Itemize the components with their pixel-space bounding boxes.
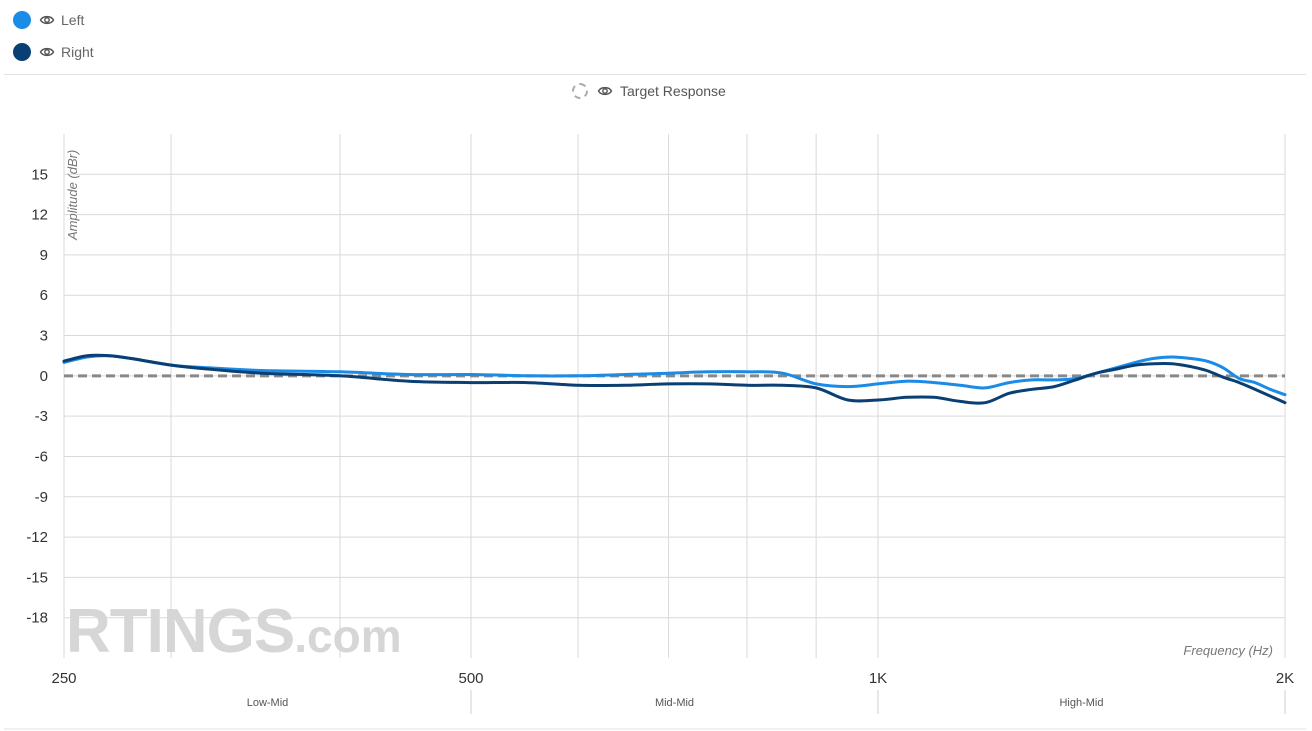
rtings-watermark: RTINGS.com: [66, 597, 402, 666]
y-tick-label: 0: [40, 368, 48, 385]
watermark-brand: RTINGS: [66, 597, 294, 666]
y-axis-title: Amplitude (dBr): [65, 150, 80, 241]
y-tick-label: 12: [31, 207, 48, 224]
band-label: Mid-Mid: [655, 697, 694, 709]
right-series-color-dot: [13, 43, 31, 61]
legend-item-target-response[interactable]: Target Response: [572, 80, 726, 102]
watermark-suffix: .com: [294, 610, 401, 662]
y-tick-label: 3: [40, 328, 48, 345]
series-line-left: [62, 354, 1287, 397]
band-label: Low-Mid: [247, 697, 289, 709]
x-tick-label: 1K: [869, 670, 887, 687]
legend-label-left: Left: [61, 12, 85, 28]
y-tick-label: -18: [26, 610, 48, 627]
band-label: High-Mid: [1059, 697, 1103, 709]
legend-item-right[interactable]: Right: [13, 41, 94, 63]
eye-icon[interactable]: [39, 44, 55, 60]
eye-icon[interactable]: [597, 83, 613, 99]
y-tick-label: 9: [40, 247, 48, 264]
target-response-marker-icon: [572, 83, 588, 99]
series-line-right: [62, 353, 1287, 405]
y-tick-label: -9: [35, 489, 48, 506]
x-tick-label: 2K: [1276, 670, 1294, 687]
x-axis-title: Frequency (Hz): [1183, 643, 1273, 658]
y-tick-label: -6: [35, 448, 48, 465]
y-tick-label: -3: [35, 408, 48, 425]
legend-label-target-response: Target Response: [620, 83, 726, 99]
chart-grid: [63, 134, 1286, 658]
chart-series: [62, 353, 1287, 405]
x-tick-label: 250: [51, 670, 76, 687]
frequency-bands: Low-Mid Mid-Mid High-Mid: [247, 690, 1286, 714]
x-tick-label: 500: [458, 670, 483, 687]
y-tick-label: -15: [26, 569, 48, 586]
chart-ticks: 15 12 9 6 3 0 -3 -6 -9 -12 -15 -18 250 500 1K 2K: [26, 166, 1294, 687]
eye-icon[interactable]: [39, 12, 55, 28]
legend-divider: [4, 74, 1306, 75]
y-tick-label: 6: [40, 287, 48, 304]
legend-label-right: Right: [61, 44, 94, 60]
y-tick-label: 15: [31, 166, 48, 183]
y-tick-label: -12: [26, 529, 48, 546]
left-series-color-dot: [13, 11, 31, 29]
legend-item-left[interactable]: Left: [13, 9, 84, 31]
